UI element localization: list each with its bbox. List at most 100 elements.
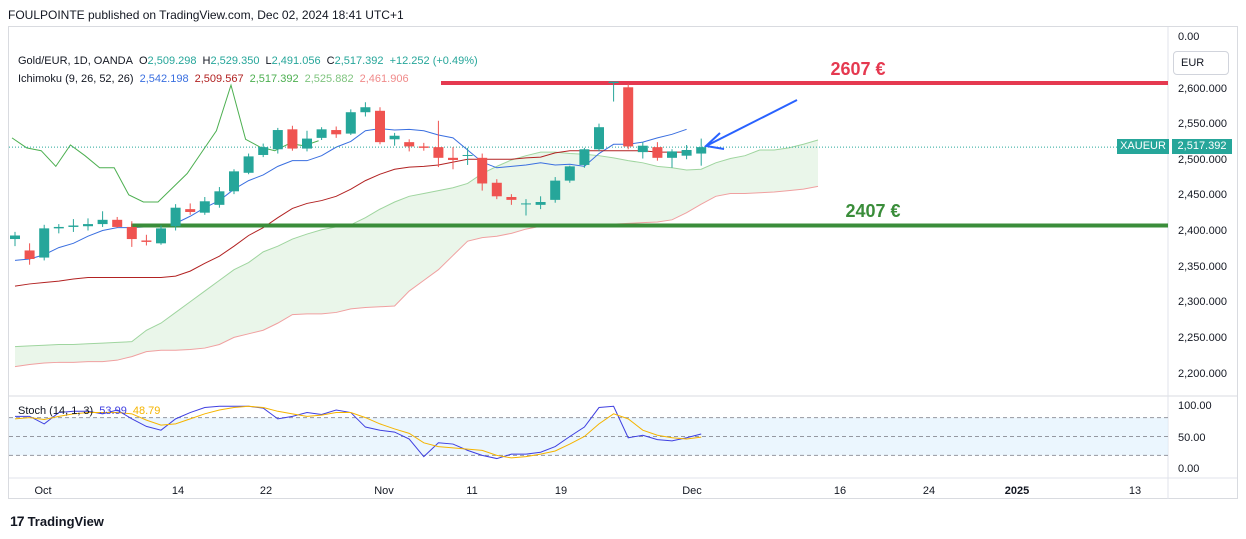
ichimoku-kijun-value: 2,509.567 <box>194 73 244 85</box>
time-axis-label: 11 <box>466 485 477 497</box>
stoch-axis-label: 100.00 <box>1178 400 1212 412</box>
stoch-k-value: 53.99 <box>99 405 127 417</box>
candle-body <box>696 147 707 154</box>
horizontal-levels <box>9 81 1168 228</box>
time-axis-label: 24 <box>923 485 935 497</box>
chart-frame <box>8 26 1238 499</box>
time-axis-label: 16 <box>834 485 846 497</box>
brand-name: TradingView <box>27 513 104 529</box>
symbol-tag-label: XAUEUR <box>1120 140 1166 152</box>
candle-body <box>272 130 283 150</box>
last-price-tag: 2,517.392 <box>1172 139 1232 154</box>
symbol-name: Gold/EUR, 1D, OANDA <box>18 55 133 67</box>
candle-body <box>345 112 356 134</box>
change-value: +12.252 (+0.49%) <box>389 55 478 67</box>
price-chart[interactable]: 0.00 2,600.000 2,550.000 2,500.000 2,450.000… <box>0 0 1246 510</box>
price-axis-label: 2,350.000 <box>1178 261 1227 273</box>
ichimoku-chikou-value: 2,517.392 <box>249 73 299 85</box>
candle-body <box>243 156 254 173</box>
time-axis-label: 2025 <box>1005 485 1029 497</box>
stoch-d-value: 48.79 <box>132 405 161 417</box>
candle-body <box>681 149 692 156</box>
candle-body <box>97 219 108 225</box>
price-axis-label: 2,250.000 <box>1178 332 1227 344</box>
candle-body <box>53 226 64 229</box>
candle-body <box>623 87 634 147</box>
candle-body <box>258 147 269 155</box>
chikou-span-line <box>11 83 319 203</box>
pointer-arrow-head-icon <box>703 132 725 150</box>
price-axis-label: 2,300.000 <box>1178 296 1227 308</box>
price-axis-label: 0.00 <box>1178 31 1199 43</box>
ichimoku-cloud-fill <box>15 140 818 367</box>
candle-body <box>477 157 488 184</box>
candle-body <box>39 228 50 258</box>
candle-body <box>491 182 502 197</box>
currency-label: EUR <box>1181 57 1205 69</box>
candle-body <box>316 129 327 138</box>
high-value: 2,529.350 <box>210 55 260 67</box>
price-axis-label: 2,600.000 <box>1178 83 1227 95</box>
candle-body <box>579 149 590 165</box>
candle-body <box>418 146 429 148</box>
low-label: L <box>265 55 272 67</box>
candle-body <box>112 219 123 227</box>
candle-body <box>24 250 35 259</box>
price-axis-label: 2,500.000 <box>1178 154 1227 166</box>
candle-body <box>83 224 93 227</box>
candle-body <box>448 157 458 160</box>
currency-button[interactable]: EUR <box>1173 51 1229 75</box>
tradingview-logo-icon: 17 <box>10 513 25 529</box>
time-axis-label: 22 <box>260 485 272 497</box>
candle-body <box>564 166 575 181</box>
stoch-k-line <box>15 405 702 460</box>
candle-body <box>433 147 444 158</box>
tradingview-footer[interactable]: 17 TradingView <box>10 513 104 529</box>
symbol-tag: XAUEUR <box>1117 139 1169 154</box>
candle-body <box>535 202 546 205</box>
candle-body <box>667 151 677 158</box>
publish-header: FOULPOINTE published on TradingView.com,… <box>8 8 404 22</box>
candle-body <box>287 129 298 149</box>
low-value: 2,491.056 <box>271 55 321 67</box>
high-label: H <box>202 55 211 67</box>
pointer-arrow-icon <box>707 99 798 146</box>
candle-body <box>302 138 312 149</box>
ichimoku-span-b-value: 2,461.906 <box>359 73 409 85</box>
candle-body <box>229 171 239 192</box>
time-axis-label: 13 <box>1129 485 1141 497</box>
time-axis-label: Dec <box>682 485 702 497</box>
candle-body <box>156 228 166 244</box>
last-price-label: 2,517.392 <box>1177 140 1227 152</box>
candle-body <box>594 127 604 150</box>
candle-body <box>170 207 181 227</box>
close-value: 2,517.392 <box>334 55 384 67</box>
stoch-axis-label: 0.00 <box>1178 463 1199 475</box>
symbol-legend: Gold/EUR, 1D, OANDA O2,509.298 H2,529.35… <box>18 55 481 67</box>
price-axis-label: 2,200.000 <box>1178 368 1227 380</box>
candle-body <box>375 110 385 143</box>
open-value: 2,509.298 <box>147 55 197 67</box>
candles <box>10 81 707 265</box>
candle-body <box>521 203 531 205</box>
stoch-label: Stoch (14, 1, 3) <box>18 405 94 417</box>
candle-body <box>185 209 196 212</box>
stoch-band <box>9 417 1168 456</box>
price-axis-label: 2,550.000 <box>1178 118 1227 130</box>
ichimoku-tenkan-value: 2,542.198 <box>139 73 189 85</box>
support-label: 2407 € <box>845 201 900 221</box>
price-axis-label: 2,400.000 <box>1178 225 1227 237</box>
senkou-span-a-line <box>14 139 819 348</box>
stochastic-pane <box>9 405 1168 460</box>
candle-body <box>199 201 210 213</box>
candle-body <box>462 154 473 156</box>
candle-body <box>10 235 20 240</box>
candle-body <box>404 142 415 147</box>
candle-body <box>68 225 79 227</box>
time-axis-label: Oct <box>34 485 51 497</box>
time-axis-label: Nov <box>374 485 394 497</box>
candle-body <box>506 197 517 200</box>
annotations: 2607 € 2407 € <box>703 59 901 221</box>
candle-body <box>550 180 561 200</box>
ichimoku-label: Ichimoku (9, 26, 52, 26) <box>18 73 134 85</box>
